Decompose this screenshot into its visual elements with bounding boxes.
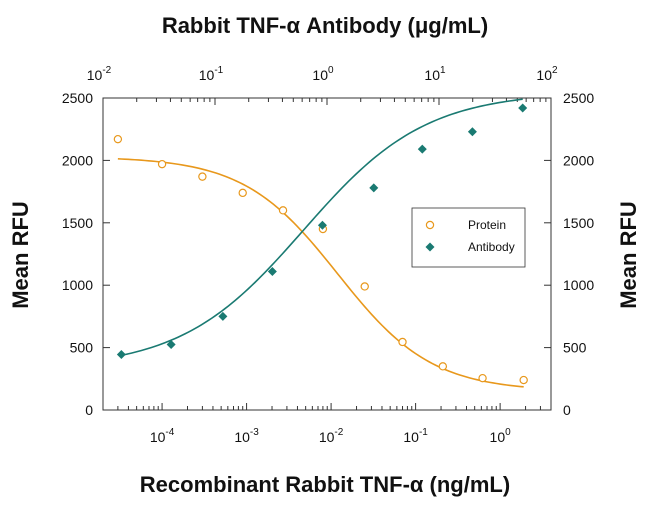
data-point-antibody — [166, 339, 176, 349]
data-point-protein — [238, 188, 247, 198]
data-point-antibody — [317, 220, 327, 230]
bottom-tick-label: 10-3 — [234, 427, 259, 445]
data-point-protein — [278, 206, 288, 215]
legend-antibody-label: Antibody — [468, 240, 515, 254]
ticks-layer: 10-4 10-3 10-2 10-1 100 10-2 10-1 100 101 102 0 0 50… — [62, 65, 595, 445]
data-point-protein — [478, 373, 487, 383]
left-y-tick-label: 0 — [85, 402, 93, 418]
data-point-protein — [157, 159, 167, 169]
data-point-antibody — [518, 103, 528, 113]
legend-protein-label: Protein — [468, 218, 506, 232]
right-y-tick-label: 1000 — [563, 277, 594, 293]
data-point-protein — [438, 362, 448, 371]
legend: Protein Antibody — [411, 207, 526, 268]
right-y-tick-label: 2500 — [563, 90, 594, 106]
bottom-tick-label: 100 — [490, 427, 512, 445]
legend-protein-marker — [425, 220, 435, 230]
data-points — [113, 103, 528, 385]
left-y-tick-label: 2000 — [62, 152, 93, 168]
top-tick-label: 101 — [424, 65, 446, 83]
data-point-protein — [113, 134, 123, 144]
data-point-protein — [198, 172, 207, 181]
data-point-protein — [360, 282, 369, 291]
right-y-tick-label: 2000 — [563, 152, 594, 168]
data-point-protein — [519, 375, 528, 385]
bottom-tick-label: 10-2 — [319, 427, 344, 445]
bottom-axis-title: Recombinant Rabbit TNF-α (ng/mL) — [140, 472, 510, 497]
fit-curve-protein — [117, 158, 524, 388]
left-y-tick-label: 500 — [70, 340, 94, 356]
right-y-tick-label: 1500 — [563, 215, 594, 231]
data-point-antibody — [267, 266, 277, 276]
data-point-antibody — [369, 183, 379, 193]
data-point-antibody — [467, 127, 477, 137]
top-axis-title: Rabbit TNF-α Antibody (μg/mL) — [162, 13, 488, 38]
fit-curves — [117, 98, 524, 388]
top-tick-label: 10-1 — [199, 65, 224, 83]
bottom-tick-label: 10-1 — [403, 427, 428, 445]
right-y-tick-label: 0 — [563, 402, 571, 418]
bottom-tick-label: 10-4 — [150, 427, 175, 445]
left-y-tick-label: 2500 — [62, 90, 93, 106]
left-axis-title: Mean RFU — [8, 201, 33, 309]
legend-antibody-marker — [425, 242, 435, 252]
left-y-tick-label: 1000 — [62, 277, 93, 293]
data-point-antibody — [218, 311, 228, 321]
right-axis-title: Mean RFU — [616, 201, 641, 309]
top-tick-label: 102 — [536, 65, 558, 83]
data-point-antibody — [116, 349, 126, 359]
left-y-tick-label: 1500 — [62, 215, 93, 231]
fit-curve-antibody — [121, 98, 523, 357]
data-point-antibody — [417, 144, 427, 154]
data-point-protein — [398, 337, 407, 347]
top-tick-label: 10-2 — [87, 65, 112, 83]
top-tick-label: 100 — [312, 65, 334, 83]
right-y-tick-label: 500 — [563, 340, 587, 356]
legend-box — [411, 207, 526, 268]
